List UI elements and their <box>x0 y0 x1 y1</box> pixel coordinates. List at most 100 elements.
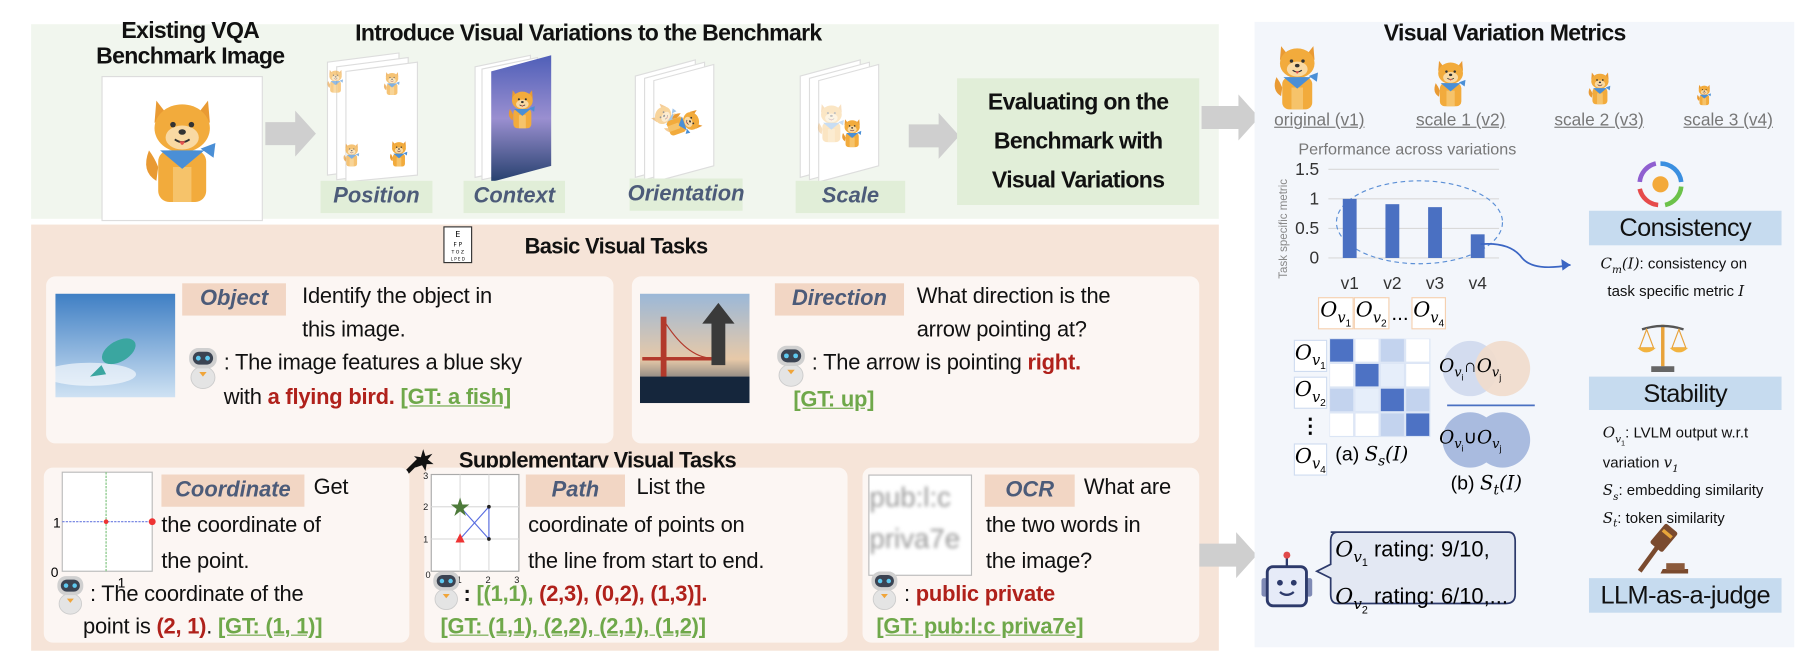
ocr-tag: OCR <box>984 474 1075 507</box>
variation-label-scale: Scale <box>795 180 906 214</box>
consistency-label: Consistency <box>1588 210 1782 246</box>
stability-note: variation v1 <box>1603 453 1764 480</box>
speech-bubble <box>1314 531 1517 605</box>
stability-notes: Ov1: LVLM output w.r.t variation v1 Ss: em… <box>1603 423 1764 535</box>
matrix-header: Ov1 Ov2 ... Ov4 <box>1317 297 1447 330</box>
variation-label-position: Position <box>320 180 433 214</box>
arrowhead-icon <box>1561 259 1571 271</box>
wrong-answer: right <box>1027 351 1076 376</box>
stability-note: Ss: embedding similarity <box>1603 480 1764 507</box>
object-question-line1: Identify the object in <box>302 284 492 309</box>
variation-label-orientation: Orientation <box>628 178 745 211</box>
bar-v1 <box>1342 198 1357 258</box>
venn-diagram <box>1442 340 1535 468</box>
answer-text: . <box>206 615 218 640</box>
evaluate-line2: Benchmark with <box>993 128 1163 155</box>
robot-icon <box>432 571 460 610</box>
union-symbol: ∪ <box>1463 428 1478 449</box>
heatmap-cell <box>1379 412 1406 438</box>
matrix-row-labels: Ov1 Ov2 ⋮ Ov4 <box>1293 339 1327 477</box>
scale-label-v2: scale 1 (v2) <box>1416 110 1506 131</box>
llm-judge-label: LLM-as-a-judge <box>1588 578 1782 613</box>
heatmap-cell <box>1329 362 1355 388</box>
math-s-t: St(I) <box>1480 472 1523 498</box>
y-tick-label: 0 <box>1310 248 1320 268</box>
evaluate-line3: Visual Variations <box>991 168 1165 194</box>
arrow-right-icon <box>265 110 316 157</box>
x-tick-label: v1 <box>1341 273 1359 293</box>
ocr-question-line2: the two words in <box>985 513 1141 538</box>
note-math: St <box>1602 509 1618 530</box>
bar-v4 <box>1470 234 1485 258</box>
ocr-answer: : public private <box>904 583 1055 608</box>
rating-text: rating: 6/10,... <box>1367 585 1508 610</box>
o-vj: Ovj <box>1476 354 1502 383</box>
row-o-v2: Ov2 <box>1293 376 1327 410</box>
bar-v2 <box>1385 204 1400 258</box>
eye-chart-icon: E F PT O ZL P E D <box>443 226 473 264</box>
ellipsis: ... <box>1391 301 1409 325</box>
variation-label-context: Context <box>463 180 566 214</box>
y-tick-label: 0.5 <box>1295 218 1319 238</box>
balance-scale-icon <box>1637 324 1689 372</box>
ocr-image-text: priva7e <box>869 524 961 556</box>
answer-text: with <box>223 385 268 411</box>
wrong-answer: a flying bird. <box>267 385 395 411</box>
coordinate-answer-line1: : The coordinate of the <box>89 582 304 607</box>
correct-answer: [(1,1), <box>476 582 534 607</box>
ground-truth: [GT: a fish] <box>400 385 512 411</box>
plot-tick-x1: 1 <box>118 574 126 590</box>
position-stack <box>326 52 418 183</box>
desc-var: I <box>1738 282 1745 301</box>
rating-output: Ov1 <box>1335 536 1368 569</box>
caption-a: (a) Ss(I) <box>1335 443 1408 469</box>
note-math: Ov1 <box>1602 424 1626 448</box>
scale-label-v4: scale 3 (v4) <box>1683 110 1773 131</box>
math-c-m: Cm(I) <box>1600 255 1640 276</box>
similarity-heatmap <box>1329 338 1431 438</box>
ocr-blurred-image: pub:l:c priva7e <box>868 474 973 576</box>
ground-truth: [GT: up] <box>793 388 875 413</box>
heatmap-cell <box>1329 412 1355 438</box>
rating-line: Ov2 rating: 6/10,... <box>1335 580 1508 628</box>
chart-ylabel: Task specific metric <box>1278 179 1290 279</box>
existing-title-line2: Benchmark Image <box>96 43 285 70</box>
caption-b: (b) St(I) <box>1451 472 1522 498</box>
heatmap-cell <box>1329 387 1355 413</box>
ocr-image-text: pub:l:c <box>869 482 951 514</box>
path-question-line2: coordinate of points on <box>528 513 745 538</box>
coordinate-question-line2: the coordinate of <box>161 513 321 538</box>
path-plot: 0 1 2 3 1 2 3 <box>423 471 520 585</box>
arrow-right-icon <box>1199 532 1257 579</box>
coordinate-question-line1: Get <box>313 475 349 500</box>
coordinate-plot: 1 0 0 1 <box>51 471 156 590</box>
union-formula: Ovi∪Ovj <box>1439 426 1501 454</box>
context-stack <box>474 54 552 182</box>
heatmap-cell <box>1405 362 1431 388</box>
direction-tag: Direction <box>774 283 905 316</box>
arrow-right-icon <box>908 112 960 159</box>
rating-line: Ov1 rating: 9/10, <box>1335 532 1508 580</box>
robot-icon <box>870 571 898 610</box>
direction-question-line2: arrow pointing at? <box>916 317 1087 343</box>
consistency-cycle-icon <box>1637 161 1684 208</box>
note-text: variation <box>1602 454 1664 472</box>
y-tick-label: 1.5 <box>1295 159 1319 179</box>
direction-answer: : The arrow is pointing right. <box>812 351 1081 376</box>
ground-truth: [GT: (1,1), (2,2), (2,1), (1,2)] <box>440 615 706 640</box>
dog-icon <box>145 99 217 203</box>
curved-arrow <box>1480 243 1571 269</box>
dog-scale3-icon <box>1696 84 1712 106</box>
ocr-question-line1: What are <box>1083 475 1171 500</box>
x-tick-label: v2 <box>1383 273 1401 293</box>
consistency-desc: Cm(I): consistency on task specific metr… <box>1601 253 1748 301</box>
heatmap-cell <box>1405 412 1431 438</box>
object-answer-line2: with a flying bird. [GT: a fish] <box>224 386 511 411</box>
heatmap-cell <box>1329 338 1355 363</box>
performance-bar-chart: Performance across variations Task speci… <box>1278 140 1571 293</box>
svg-text:T O Z: T O Z <box>451 249 465 255</box>
path-question-line3: the line from start to end. <box>528 549 765 574</box>
robot-icon <box>56 575 84 615</box>
answer-period: . <box>1075 351 1081 376</box>
coordinate-question-line3: the point. <box>161 549 250 574</box>
